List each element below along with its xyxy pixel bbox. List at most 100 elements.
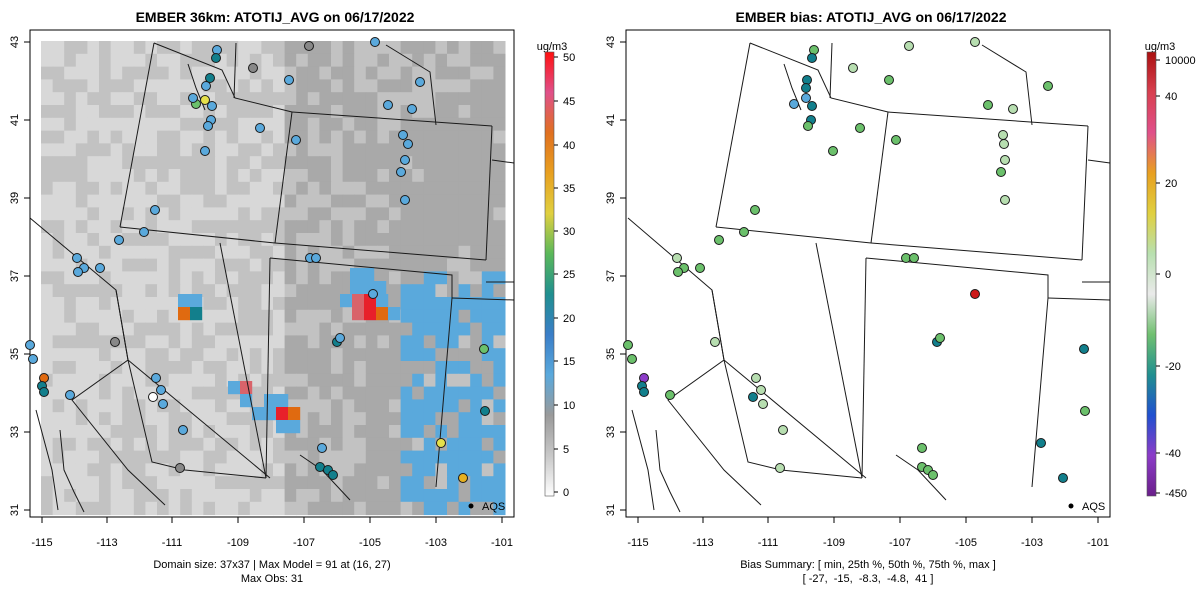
left-boundary-line: [274, 111, 293, 244]
grid-cell: [342, 412, 355, 426]
grid-cell: [191, 181, 204, 196]
grid-cell: [249, 105, 262, 119]
grid-cell: [423, 41, 436, 55]
grid-cell: [226, 143, 239, 157]
grid-cell: [365, 425, 378, 439]
grid-cell: [307, 271, 320, 285]
grid-cell: [400, 373, 413, 388]
grid-cell: [319, 41, 332, 55]
grid-cell: [389, 335, 402, 349]
grid-cell: [354, 181, 367, 196]
grid-cell: [273, 258, 286, 272]
hotspot-cell: [190, 294, 203, 308]
grid-cell: [400, 207, 413, 221]
grid-cell: [319, 245, 332, 260]
grid-cell: [470, 41, 483, 55]
grid-cell: [145, 181, 158, 196]
grid-cell: [435, 309, 448, 324]
grid-cell: [435, 386, 448, 400]
grid-cell: [110, 489, 123, 503]
grid-cell: [64, 335, 77, 349]
grid-cell: [238, 463, 251, 477]
grid-cell: [365, 386, 378, 400]
grid-cell: [296, 437, 309, 452]
grid-cell: [412, 373, 425, 388]
grid-cell: [145, 489, 158, 503]
grid-cell: [458, 143, 471, 157]
grid-cell: [215, 425, 228, 439]
grid-cell: [238, 41, 251, 55]
grid-cell: [342, 156, 355, 170]
grid-cell: [481, 245, 494, 260]
grid-cell: [273, 53, 286, 68]
station-marker: [156, 385, 166, 395]
station-marker: [311, 253, 321, 263]
grid-cell: [203, 361, 216, 375]
grid-cell: [180, 361, 193, 375]
grid-cell: [249, 181, 262, 196]
grid-cell: [168, 207, 181, 221]
grid-cell: [307, 476, 320, 490]
grid-cell: [365, 348, 378, 362]
grid-cell: [203, 425, 216, 439]
grid-cell: [354, 501, 367, 516]
grid-cell: [365, 169, 378, 183]
colorbar-tick-label: 50: [563, 52, 575, 64]
grid-cell: [99, 156, 112, 170]
grid-cell: [354, 156, 367, 170]
grid-cell: [168, 220, 181, 234]
grid-cell: [191, 194, 204, 208]
grid-cell: [284, 271, 297, 285]
grid-cell: [481, 309, 494, 324]
grid-cell: [389, 297, 402, 311]
station-marker: [970, 37, 980, 47]
grid-cell: [481, 489, 494, 503]
right-boundary-line: [715, 226, 872, 244]
grid-cell: [238, 425, 251, 439]
grid-cell: [412, 41, 425, 55]
grid-cell: [481, 361, 494, 375]
grid-cell: [470, 348, 483, 362]
grid-cell: [307, 450, 320, 464]
grid-cell: [41, 92, 54, 106]
grid-cell: [284, 373, 297, 388]
grid-cell: [377, 143, 390, 157]
grid-cell: [319, 143, 332, 157]
grid-cell: [481, 373, 494, 388]
grid-cell: [261, 450, 274, 464]
grid-cell: [191, 220, 204, 234]
grid-cell: [87, 105, 100, 119]
grid-cell: [145, 66, 158, 80]
grid-cell: [203, 309, 216, 324]
grid-cell: [261, 194, 274, 208]
colorbar-tick-label: 0: [563, 487, 569, 499]
grid-cell: [470, 284, 483, 298]
grid-cell: [307, 399, 320, 413]
grid-cell: [99, 271, 112, 285]
grid-cell: [400, 233, 413, 247]
grid-cell: [145, 476, 158, 490]
right-boundary-line: [887, 111, 1089, 127]
grid-cell: [435, 207, 448, 221]
grid-cell: [249, 284, 262, 298]
grid-cell: [481, 322, 494, 336]
grid-cell: [157, 143, 170, 157]
grid-cell: [110, 105, 123, 119]
grid-cell: [412, 284, 425, 298]
grid-cell: [284, 169, 297, 183]
grid-cell: [215, 92, 228, 106]
grid-cell: [110, 53, 123, 68]
grid-cell: [307, 207, 320, 221]
grid-cell: [447, 143, 460, 157]
grid-cell: [226, 309, 239, 324]
grid-cell: [365, 399, 378, 413]
grid-cell: [447, 105, 460, 119]
grid-cell: [423, 233, 436, 247]
grid-cell: [296, 79, 309, 93]
grid-cell: [157, 463, 170, 477]
grid-cell: [87, 194, 100, 208]
grid-cell: [52, 105, 65, 119]
grid-cell: [168, 53, 181, 68]
grid-cell: [64, 181, 77, 196]
grid-cell: [342, 476, 355, 490]
